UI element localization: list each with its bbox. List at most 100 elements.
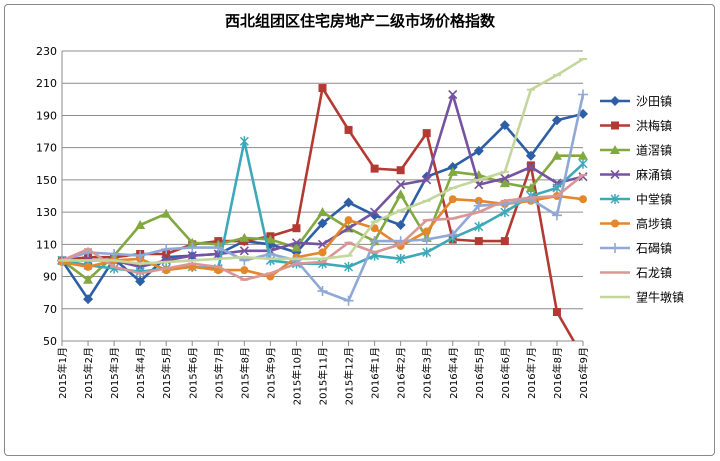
x-tick-labels: 2015年1月 2015年2月 2015年3月 2015年4月 2015年5月 2015年… — [56, 347, 590, 405]
data-point — [370, 164, 379, 173]
data-point — [525, 182, 536, 192]
y-tick-labels: 50 70 90 110 130 150 170 190 210 230 — [36, 45, 57, 348]
legend-label: 麻涌镇 — [636, 167, 672, 182]
data-point — [395, 220, 406, 230]
y-tick-label: 170 — [36, 142, 57, 155]
data-point — [135, 220, 146, 229]
data-point — [525, 150, 536, 161]
data-point — [448, 89, 458, 100]
data-point — [135, 276, 146, 287]
x-tick-label: 2016年2月 — [395, 347, 408, 399]
legend-label: 石碣镇 — [636, 242, 672, 256]
data-point — [318, 248, 327, 257]
x-tick-label: 2015年10月 — [290, 347, 303, 405]
legend-item: 洪梅镇 — [600, 118, 672, 133]
data-point — [344, 125, 353, 134]
data-point — [422, 129, 431, 138]
data-point — [135, 266, 145, 277]
data-point — [317, 286, 328, 297]
x-tick-label: 2015年3月 — [108, 347, 121, 399]
x-tick-label: 2016年7月 — [525, 347, 538, 399]
y-tick-label: 70 — [43, 303, 57, 316]
data-point — [552, 182, 562, 193]
data-point — [344, 216, 353, 225]
data-point — [291, 242, 302, 252]
legend-label: 石龙镇 — [636, 266, 672, 280]
y-tick-label: 130 — [36, 206, 57, 219]
grid-lines — [62, 50, 583, 342]
x-tick-label: 2016年6月 — [499, 347, 512, 399]
data-point — [421, 234, 432, 245]
data-point — [447, 229, 458, 240]
x-tick-label: 2015年6月 — [186, 347, 199, 399]
data-point — [552, 308, 561, 316]
data-point — [318, 84, 327, 93]
x-tick-label: 2015年4月 — [134, 347, 147, 399]
x-tick-label: 2015年8月 — [238, 347, 251, 399]
data-point — [473, 145, 484, 156]
data-point — [370, 207, 380, 217]
chart-frame — [4, 4, 715, 456]
data-point — [551, 210, 562, 221]
data-point — [610, 169, 620, 180]
data-point — [578, 158, 588, 169]
x-tick-label: 2016年9月 — [577, 347, 590, 399]
data-point — [343, 197, 354, 208]
data-point — [161, 208, 172, 218]
data-point — [499, 120, 510, 131]
data-point — [578, 150, 588, 160]
legend-item: 石碣镇 — [600, 242, 672, 256]
y-tick-label: 230 — [36, 45, 57, 58]
data-point — [343, 223, 354, 233]
data-point — [317, 207, 328, 217]
legend-label: 望牛墩镇 — [636, 290, 684, 305]
x-tick-label: 2015年7月 — [212, 347, 225, 399]
x-tick-label: 2016年8月 — [551, 347, 564, 399]
data-point — [551, 115, 562, 126]
data-point — [84, 262, 93, 271]
data-point — [474, 237, 483, 246]
x-tick-label: 2015年9月 — [264, 347, 277, 399]
data-point — [422, 175, 432, 185]
data-point — [161, 244, 172, 255]
y-tick-label: 110 — [36, 238, 57, 251]
data-point — [83, 274, 94, 284]
data-point — [610, 243, 620, 253]
data-point — [240, 266, 249, 275]
legend-label: 沙田镇 — [636, 95, 672, 109]
data-point — [474, 221, 484, 232]
data-point — [317, 239, 328, 249]
axes — [61, 51, 584, 346]
x-tick-label: 2016年1月 — [369, 347, 382, 399]
data-point — [292, 224, 301, 233]
data-point — [187, 251, 197, 261]
legend-item: 麻涌镇 — [600, 167, 672, 182]
data-point — [369, 236, 380, 247]
data-point — [526, 161, 535, 170]
data-point — [265, 249, 276, 259]
legend-item: 中堂镇 — [600, 192, 672, 207]
data-point — [239, 136, 249, 147]
legend-item: 石龙镇 — [600, 266, 672, 280]
data-point — [526, 162, 536, 172]
legend-label: 洪梅镇 — [636, 118, 672, 133]
legend-item: 望牛墩镇 — [600, 290, 684, 305]
x-tick-label: 2015年5月 — [160, 347, 173, 399]
data-point — [291, 238, 302, 248]
data-point — [422, 247, 432, 258]
data-point — [187, 237, 198, 247]
data-point — [187, 242, 198, 253]
data-point — [500, 237, 509, 246]
x-tick-label: 2016年5月 — [473, 347, 486, 399]
data-point — [579, 195, 587, 204]
data-point — [265, 234, 276, 244]
data-point — [610, 96, 620, 106]
x-tick-label: 2015年1月 — [56, 347, 69, 399]
legend-item: 沙田镇 — [600, 95, 672, 109]
series-石龙镇 — [58, 174, 587, 282]
legend-item: 道滘镇 — [600, 144, 672, 158]
data-point — [343, 295, 354, 306]
data-point — [422, 227, 431, 236]
